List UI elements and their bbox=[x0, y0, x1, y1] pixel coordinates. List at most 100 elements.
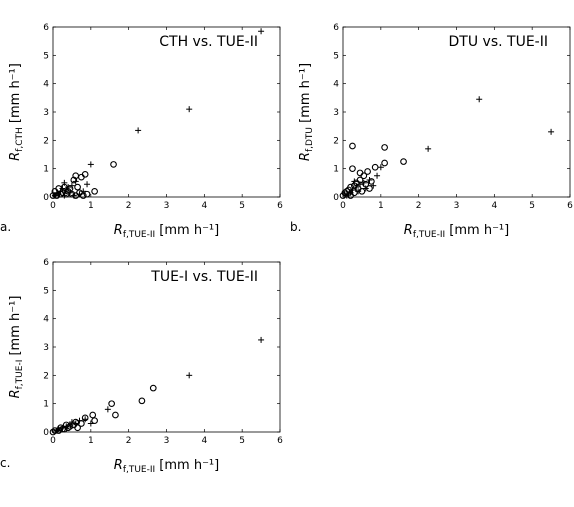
x-axis-label-unit: [mm h⁻¹] bbox=[155, 458, 219, 473]
circle-marker bbox=[366, 185, 373, 192]
y-tick-label: 6 bbox=[333, 23, 339, 33]
x-tick-label: 6 bbox=[277, 436, 283, 446]
y-axis-label-unit: [mm h⁻¹] bbox=[8, 296, 23, 360]
y-axis-label-main: R bbox=[8, 152, 23, 161]
circle-marker bbox=[59, 189, 66, 197]
y-tick-label: 1 bbox=[333, 165, 339, 175]
y-axis-label: Rf,DTU [mm h⁻¹] bbox=[298, 63, 315, 161]
chart-title: TUE-I vs. TUE-II bbox=[150, 269, 258, 285]
panel-2: 0 1 2 3 4 5 6 0 1 2 3 4 5 6 DTU vs. TUE-II Rf,TUE-II [m… bbox=[290, 23, 573, 240]
x-tick-label: 3 bbox=[454, 201, 460, 211]
circle-marker bbox=[149, 384, 157, 392]
circle-marker bbox=[74, 424, 81, 432]
plus-marker bbox=[366, 177, 373, 183]
x-axis-label-unit: [mm h⁻¹] bbox=[155, 223, 219, 238]
x-tick-label: 3 bbox=[164, 436, 170, 446]
plus-marker bbox=[476, 96, 483, 103]
circle-marker bbox=[49, 428, 57, 436]
y-tick-label: 5 bbox=[43, 286, 49, 296]
plus-marker bbox=[186, 106, 193, 113]
x-tick-label: 4 bbox=[201, 201, 207, 211]
circle-marker bbox=[381, 144, 388, 151]
y-tick-label: 4 bbox=[43, 315, 49, 325]
x-tick-label: 4 bbox=[491, 201, 497, 211]
y-tick-label: 4 bbox=[333, 80, 339, 90]
chart-title: DTU vs. TUE-II bbox=[449, 34, 548, 50]
plot-frame bbox=[52, 261, 281, 433]
x-tick-label: 1 bbox=[88, 436, 94, 446]
circle-marker bbox=[339, 192, 347, 199]
circle-marker bbox=[72, 192, 80, 199]
circle-marker bbox=[368, 178, 375, 185]
plus-marker bbox=[135, 127, 142, 134]
panel-3: 0 1 2 3 4 5 6 0 1 2 3 4 5 6 TUE-I vs. TUE-II Rf,TUE-II … bbox=[0, 258, 283, 475]
y-tick-label: 5 bbox=[333, 51, 339, 61]
circle-marker bbox=[79, 192, 87, 199]
y-tick-label: 6 bbox=[43, 258, 49, 268]
y-axis-label-sub: f,TUE-I bbox=[15, 360, 25, 390]
circle-marker bbox=[59, 425, 66, 433]
circle-marker bbox=[110, 161, 117, 168]
x-axis-label: Rf,TUE-II [mm h⁻¹] bbox=[114, 223, 219, 240]
plus-marker bbox=[258, 28, 265, 35]
circle-marker bbox=[49, 192, 57, 199]
y-tick-label: 3 bbox=[333, 108, 339, 118]
x-axis-label-main: R bbox=[114, 458, 123, 473]
y-axis-label-main: R bbox=[298, 152, 313, 161]
circle-marker bbox=[362, 180, 370, 188]
x-tick-label: 1 bbox=[88, 201, 94, 211]
circle-marker bbox=[70, 176, 78, 184]
x-tick-label: 0 bbox=[340, 201, 346, 211]
y-axis-label-unit: [mm h⁻¹] bbox=[8, 63, 23, 127]
x-tick-label: 4 bbox=[201, 436, 207, 446]
y-tick-label: 4 bbox=[43, 80, 49, 90]
plus-marker bbox=[84, 181, 91, 188]
chart-title: CTH vs. TUE-II bbox=[159, 34, 258, 50]
circle-marker bbox=[349, 165, 356, 173]
y-tick-label: 3 bbox=[43, 108, 49, 118]
x-axis-label-sub: f,TUE-II bbox=[123, 465, 155, 475]
y-axis-label-sub: f,CTH bbox=[15, 127, 25, 152]
x-tick-label: 2 bbox=[416, 201, 422, 211]
y-tick-label: 2 bbox=[43, 136, 49, 146]
x-axis-label-main: R bbox=[404, 223, 413, 238]
y-tick-label: 0 bbox=[333, 193, 339, 203]
x-tick-label: 1 bbox=[378, 201, 384, 211]
circle-marker bbox=[91, 417, 98, 425]
circle-marker bbox=[351, 189, 358, 197]
circle-marker bbox=[57, 190, 64, 198]
circle-marker bbox=[371, 163, 379, 171]
plus-marker bbox=[72, 178, 79, 185]
circle-marker bbox=[81, 414, 89, 422]
circle-marker bbox=[83, 190, 91, 198]
x-axis-label-sub: f,TUE-II bbox=[123, 230, 155, 240]
plot-frame bbox=[342, 26, 571, 198]
y-tick-label: 3 bbox=[43, 343, 49, 353]
panel-1: 0 1 2 3 4 5 6 0 1 2 3 4 5 6 CTH vs. TUE-II Rf,TUE-II [m… bbox=[0, 23, 283, 240]
x-tick-label: 6 bbox=[567, 201, 573, 211]
circle-marker bbox=[68, 190, 76, 198]
y-axis-label-sub: f,DTU bbox=[305, 127, 315, 152]
circle-marker bbox=[74, 183, 81, 191]
panel-letter: b. bbox=[290, 220, 301, 234]
x-tick-label: 6 bbox=[277, 201, 283, 211]
y-tick-label: 1 bbox=[43, 400, 49, 410]
circle-marker bbox=[78, 173, 85, 181]
y-tick-label: 2 bbox=[333, 136, 339, 146]
panel-letter: c. bbox=[0, 456, 10, 470]
x-tick-label: 3 bbox=[164, 201, 170, 211]
circle-marker bbox=[62, 421, 70, 429]
x-axis-label-main: R bbox=[114, 223, 123, 238]
x-tick-label: 0 bbox=[50, 201, 56, 211]
y-tick-label: 0 bbox=[43, 193, 49, 203]
y-tick-label: 6 bbox=[43, 23, 49, 33]
x-axis-label: Rf,TUE-II [mm h⁻¹] bbox=[114, 458, 219, 475]
y-axis-label: Rf,CTH [mm h⁻¹] bbox=[8, 63, 25, 161]
x-axis-label-sub: f,TUE-II bbox=[413, 230, 445, 240]
plus-marker bbox=[548, 128, 555, 135]
y-tick-label: 1 bbox=[43, 165, 49, 175]
x-tick-label: 5 bbox=[239, 436, 245, 446]
y-axis-label: Rf,TUE-I [mm h⁻¹] bbox=[8, 296, 25, 399]
circle-marker bbox=[356, 169, 364, 177]
circle-marker bbox=[138, 397, 146, 405]
